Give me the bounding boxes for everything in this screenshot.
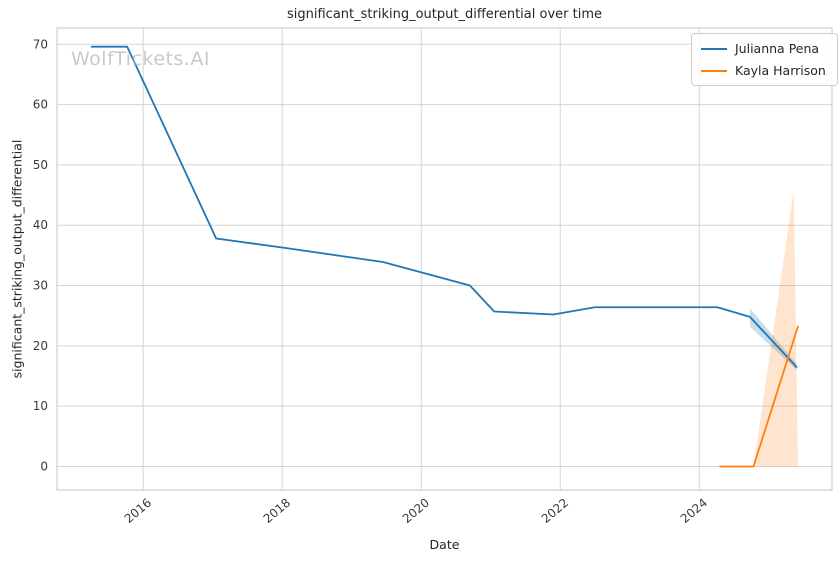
- x-tick-label: 2022: [539, 496, 571, 526]
- plot-area: [57, 28, 832, 490]
- y-tick-label: 60: [33, 98, 48, 112]
- x-tick-label: 2024: [678, 496, 710, 526]
- legend-entry-label: Julianna Pena: [735, 41, 820, 56]
- series-line: [719, 325, 799, 468]
- x-tick-label: 2016: [122, 496, 154, 526]
- x-tick-label: 2020: [400, 496, 432, 526]
- y-tick-label: 0: [40, 459, 48, 473]
- y-tick-label: 70: [33, 37, 48, 51]
- legend-line-sample: [701, 69, 727, 72]
- legend-entry: Kayla Harrison: [701, 63, 826, 78]
- chart-legend: Julianna Pena Kayla Harrison: [691, 33, 838, 86]
- x-tick-label: 2018: [261, 496, 293, 526]
- y-tick-label: 20: [33, 339, 48, 353]
- confidence-band: [753, 190, 798, 467]
- chart-title: significant_striking_output_differential…: [287, 7, 602, 22]
- y-tick-label: 50: [33, 158, 48, 172]
- y-tick-label: 10: [33, 399, 48, 413]
- axes-spines: [56, 27, 833, 491]
- y-tick-label: 30: [33, 279, 48, 293]
- watermark: WolfTickets.AI: [71, 48, 211, 70]
- legend-line-sample: [701, 47, 727, 50]
- series-line: [90, 45, 798, 368]
- y-axis-label: significant_striking_output_differential: [9, 139, 25, 379]
- legend-entry-label: Kayla Harrison: [735, 63, 826, 78]
- legend-entry: Julianna Pena: [701, 41, 826, 56]
- y-tick-label: 40: [33, 218, 48, 232]
- x-axis-label: Date: [429, 537, 460, 552]
